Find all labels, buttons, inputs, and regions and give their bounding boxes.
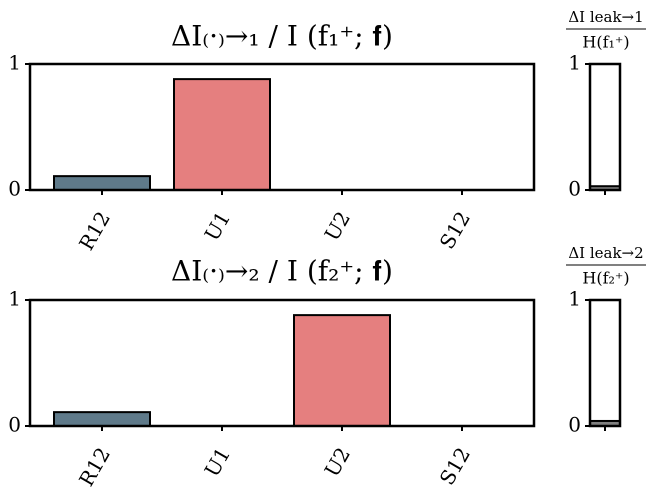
- plot-frame: [588, 62, 622, 192]
- plot-frame: [28, 62, 536, 192]
- bar: [173, 78, 271, 191]
- chart-title: ΔI₍·₎→₁ / I (f₁⁺; 𝐟): [171, 20, 393, 53]
- x-tick-label: U2: [320, 207, 356, 245]
- y-tick-label: 0: [8, 413, 21, 437]
- title-denominator: H(f₂⁺): [582, 269, 629, 288]
- y-tick-label: 1: [568, 51, 581, 75]
- x-tick-label: R12: [74, 207, 115, 254]
- y-tick-label: 1: [568, 287, 581, 311]
- bar: [293, 314, 391, 427]
- x-tick-label: S12: [435, 207, 475, 253]
- title-numerator: ΔI leak→2: [568, 244, 643, 262]
- y-tick-label: 1: [8, 51, 21, 75]
- chart-title: ΔI₍·₎→₂ / I (f₂⁺; 𝐟): [171, 255, 393, 288]
- x-tick-label: S12: [435, 443, 475, 489]
- plot-frame: [588, 298, 622, 428]
- y-tick-label: 0: [568, 177, 581, 201]
- plot-frame: [28, 298, 536, 428]
- y-tick-label: 1: [8, 287, 21, 311]
- title-numerator: ΔI leak→1: [568, 8, 643, 26]
- x-tick-label: U2: [320, 443, 356, 481]
- bar: [53, 175, 151, 191]
- title-denominator: H(f₁⁺): [582, 33, 629, 52]
- x-tick-label: R12: [74, 443, 115, 490]
- x-tick-label: U1: [200, 207, 236, 245]
- x-tick-label: U1: [200, 443, 236, 481]
- y-tick-label: 0: [568, 413, 581, 437]
- bar: [53, 411, 151, 428]
- y-tick-label: 0: [8, 177, 21, 201]
